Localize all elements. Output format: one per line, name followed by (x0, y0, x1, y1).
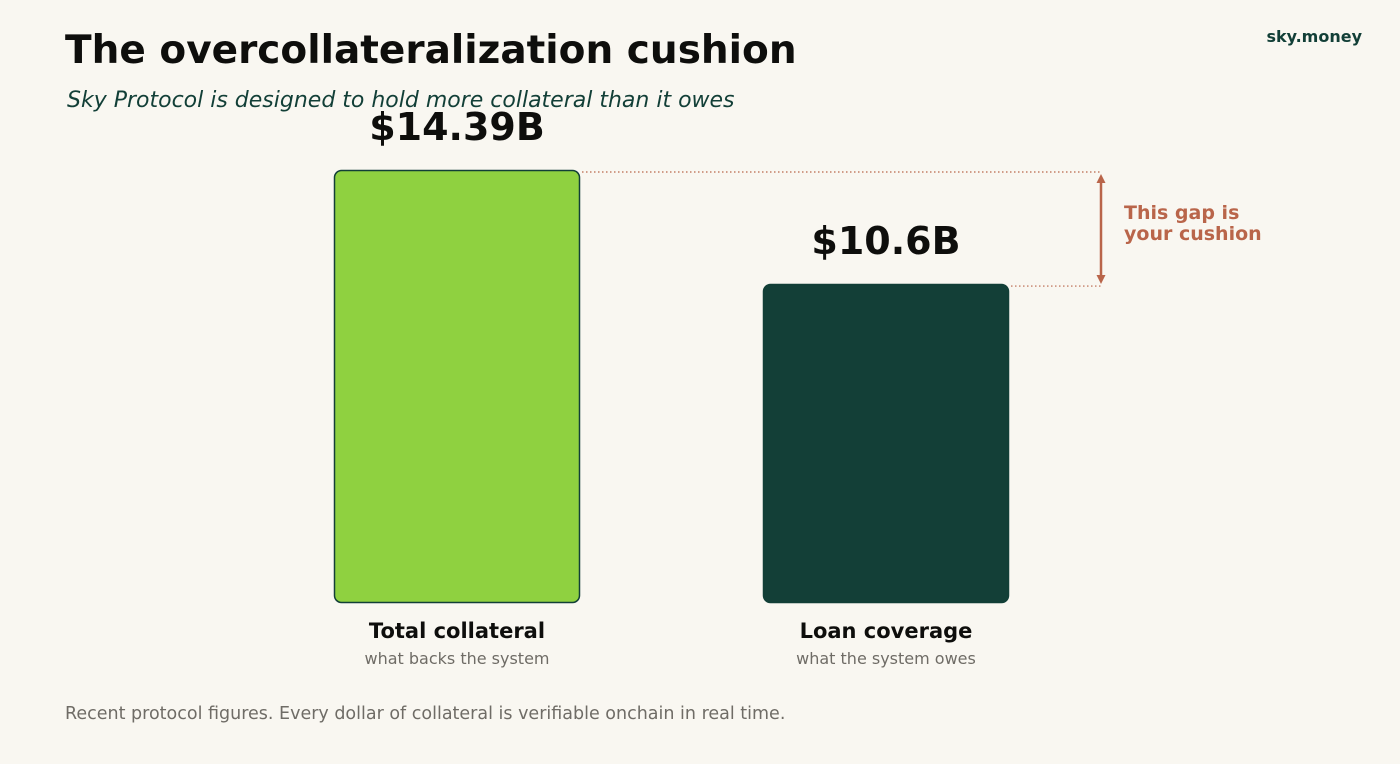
bar-total-collateral (333, 169, 581, 604)
chart-footnote: Recent protocol figures. Every dollar of… (65, 704, 786, 724)
bar-value-label: $14.39B (369, 105, 545, 149)
category-label: Total collateral (369, 619, 545, 643)
chart-title: The overcollateralization cushion (65, 28, 797, 73)
brand-logo-text[interactable]: sky.money (1266, 27, 1362, 46)
category-label: Loan coverage (800, 619, 973, 643)
category-sublabel: what backs the system (364, 649, 549, 668)
gap-annotation-line: your cushion (1124, 223, 1262, 245)
bar-loan-coverage (762, 283, 1010, 604)
bar-value-label: $10.6B (811, 219, 960, 263)
gap-annotation-line: This gap is (1124, 202, 1239, 224)
category-sublabel: what the system owes (796, 649, 976, 668)
gap-arrow-head-top (1096, 174, 1106, 183)
gap-arrow-head-bottom (1096, 275, 1106, 285)
chart-subtitle: Sky Protocol is designed to hold more co… (67, 88, 735, 113)
